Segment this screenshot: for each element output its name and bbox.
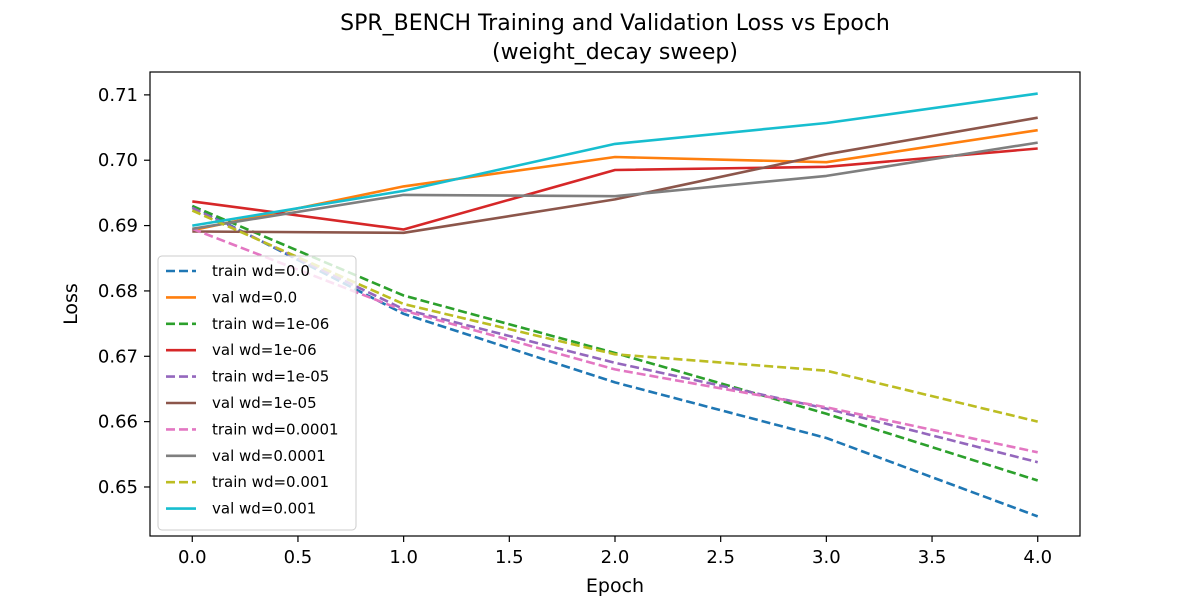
y-tick-label: 0.70 (98, 150, 138, 171)
legend-label: val wd=0.0 (212, 288, 297, 306)
series-line-val-wd-0-0 (192, 128, 1038, 232)
axis-ticks: 0.0 0.5 1.0 1.5 2.0 2.5 3.0 3.5 4.0 0.65 0.66 0.67 0… (98, 85, 1052, 568)
x-tick-label: 0.5 (284, 547, 313, 568)
x-tick-label: 2.5 (706, 547, 735, 568)
legend-box (157, 255, 357, 531)
legend-label: train wd=0.0 (212, 262, 310, 280)
x-tick-label: 1.0 (389, 547, 418, 568)
legend-label: val wd=0.0001 (212, 447, 326, 465)
x-tick-label: 2.0 (601, 547, 630, 568)
y-tick-label: 0.69 (98, 216, 138, 237)
x-tick-label: 0.0 (178, 547, 207, 568)
x-tick-label: 3.5 (918, 547, 947, 568)
y-tick-label: 0.71 (98, 85, 138, 106)
x-tick-label: 3.0 (812, 547, 841, 568)
legend-label: val wd=0.001 (212, 500, 316, 518)
series-line-val-wd-1e-05 (192, 116, 1038, 235)
legend-label: val wd=1e-06 (212, 341, 317, 359)
legend-label: train wd=1e-06 (212, 315, 329, 333)
series-line-val-wd-0-001 (192, 92, 1038, 227)
y-tick-label: 0.67 (98, 346, 138, 367)
legend-label: val wd=1e-05 (212, 394, 317, 412)
x-tick-label: 4.0 (1023, 547, 1052, 568)
chart-title: SPR_BENCH Training and Validation Loss v… (340, 11, 890, 36)
legend-label: train wd=0.0001 (212, 420, 339, 438)
series-line-train-wd-0-001 (191, 209, 1039, 423)
series-line-val-wd-1e-06 (192, 147, 1038, 231)
chart-subtitle: (weight_decay sweep) (492, 40, 738, 65)
y-tick-label: 0.66 (98, 412, 138, 433)
legend-label: train wd=0.001 (212, 473, 329, 491)
series-line-val-wd-0-0001 (192, 141, 1038, 231)
legend: train wd=0.0 val wd=0.0 train wd=1e-06 val … (157, 255, 357, 531)
x-tick-label: 1.5 (495, 547, 524, 568)
legend-label: train wd=1e-05 (212, 368, 329, 386)
y-tick-label: 0.68 (98, 281, 138, 302)
y-tick-label: 0.65 (98, 477, 138, 498)
y-axis-label: Loss (60, 283, 82, 325)
x-axis-label: Epoch (586, 575, 644, 597)
